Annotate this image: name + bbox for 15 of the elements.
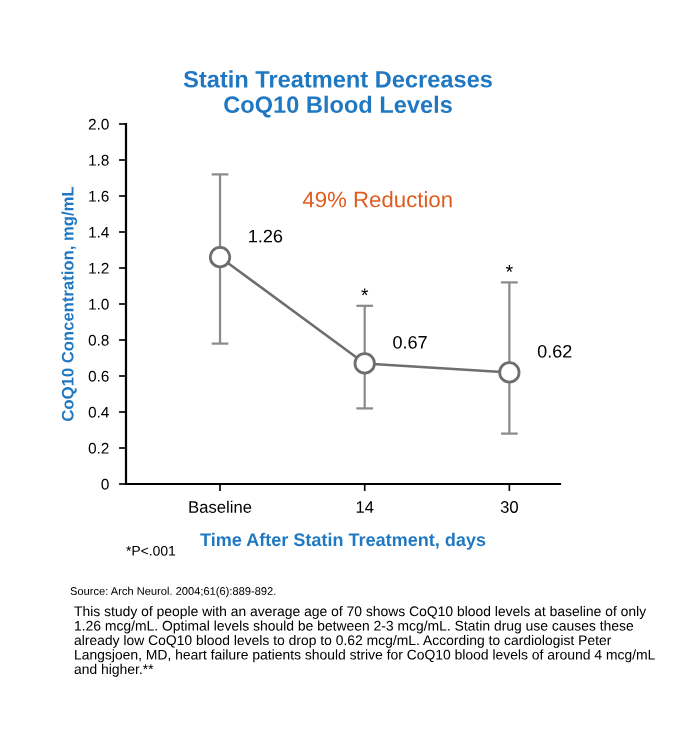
point <box>208 246 232 269</box>
x-tick-label: 14 <box>356 501 374 513</box>
x-tick-label: Baseline <box>189 500 252 513</box>
annotation: 49% Reduction <box>302 191 452 208</box>
x-axis-title: Time After Statin Treatment, days <box>200 532 486 550</box>
annotation: * <box>361 288 369 296</box>
y-axis-title: CoQ10 Concentration, mg/mL <box>61 186 77 421</box>
chart-title: Statin Treatment Decreases CoQ10 Blood Levels <box>183 70 492 118</box>
point <box>498 361 521 384</box>
data-label: 1.26 <box>249 229 283 243</box>
data-label: 0.67 <box>393 335 427 349</box>
data-label: 0.62 <box>537 344 572 358</box>
annotation: * <box>505 265 513 272</box>
x-tick-label: 30 <box>500 501 518 513</box>
point <box>353 352 376 375</box>
